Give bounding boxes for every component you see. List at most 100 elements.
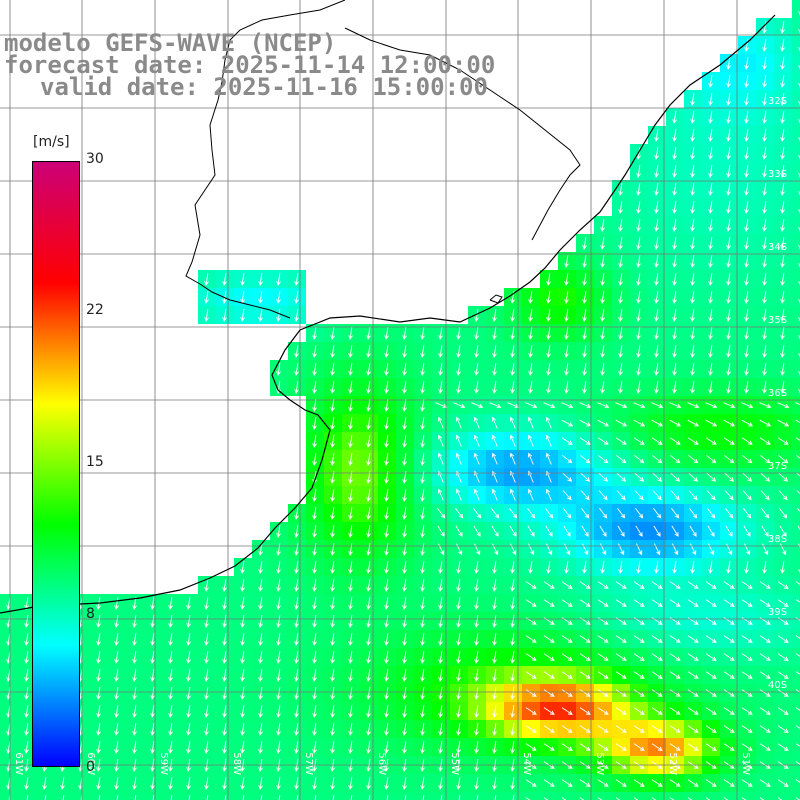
wind-arrow	[132, 741, 137, 754]
wind-arrow	[759, 743, 771, 751]
wind-arrow	[294, 651, 299, 664]
wind-arrow	[636, 165, 641, 178]
wind-arrow	[528, 363, 533, 376]
wind-cell	[306, 792, 324, 800]
wind-cell	[216, 792, 234, 800]
wind-arrow	[96, 741, 101, 754]
wind-arrow	[384, 723, 389, 736]
wind-arrow	[456, 741, 461, 754]
wind-arrow	[294, 561, 299, 574]
wind-arrow	[654, 561, 659, 574]
wind-arrow	[795, 671, 800, 675]
wind-arrow	[525, 581, 537, 589]
wind-arrow	[258, 687, 263, 700]
wind-arrow	[744, 381, 749, 394]
wind-arrow	[260, 795, 263, 800]
wind-arrow	[330, 507, 335, 520]
model-title: modelo GEFS-WAVE (NCEP)	[4, 29, 337, 57]
wind-arrow	[726, 291, 731, 304]
wind-cell	[792, 288, 800, 306]
wind-arrow	[561, 437, 573, 445]
wind-arrow	[726, 111, 731, 124]
wind-arrow	[723, 419, 736, 427]
wind-arrow	[98, 795, 101, 800]
wind-arrow	[600, 363, 605, 376]
wind-arrow	[330, 669, 335, 682]
wind-cell	[792, 540, 800, 558]
wind-arrow	[633, 743, 645, 751]
wind-arrow	[420, 633, 425, 646]
wind-arrow	[726, 165, 731, 178]
wind-arrow	[510, 741, 515, 754]
wind-arrow	[258, 291, 263, 304]
wind-arrow	[564, 345, 569, 358]
wind-cell	[792, 468, 800, 486]
wind-cell	[792, 162, 800, 180]
wind-arrow	[527, 507, 536, 519]
wind-cell	[792, 414, 800, 432]
latitude-label: 33S	[768, 169, 787, 180]
wind-arrow	[564, 255, 569, 268]
wind-arrow	[579, 581, 591, 589]
wind-arrow	[510, 687, 515, 700]
wind-arrow	[687, 707, 699, 715]
wind-arrow	[188, 795, 191, 800]
wind-arrow	[672, 327, 677, 340]
wind-arrow	[492, 309, 497, 322]
wind-arrow	[672, 255, 677, 268]
wind-arrow	[705, 743, 717, 751]
wind-arrow	[455, 434, 462, 447]
wind-arrow	[708, 129, 713, 142]
wind-arrow	[579, 671, 591, 679]
wind-arrow	[455, 416, 462, 429]
wind-arrow	[723, 635, 735, 643]
wind-arrow	[618, 255, 623, 268]
wind-arrow	[726, 129, 731, 142]
wind-arrow	[510, 345, 515, 358]
wind-arrow	[798, 209, 800, 214]
wind-arrow	[258, 741, 263, 754]
wind-arrow	[562, 472, 573, 482]
wind-arrow	[651, 581, 663, 589]
wind-arrow	[562, 490, 572, 501]
wind-arrow	[420, 489, 425, 502]
wind-arrow	[744, 75, 749, 88]
wind-arrow	[759, 419, 772, 427]
wind-arrow	[744, 219, 749, 232]
wind-arrow	[759, 599, 771, 607]
wind-arrow	[312, 327, 317, 340]
wind-arrow	[636, 273, 641, 286]
wind-arrow	[744, 309, 749, 322]
wind-arrow	[690, 291, 695, 304]
wind-arrow	[653, 543, 661, 556]
wind-arrow	[708, 237, 713, 250]
wind-arrow	[726, 273, 731, 286]
wind-arrow	[777, 779, 789, 787]
wind-cell	[792, 216, 800, 234]
wind-arrow	[240, 687, 245, 700]
wind-arrow	[723, 653, 735, 661]
wind-arrow	[384, 417, 389, 430]
wind-cell	[522, 792, 540, 800]
wind-arrow	[708, 93, 713, 106]
wind-arrow	[762, 21, 767, 34]
wind-arrow	[600, 237, 605, 250]
wind-arrow	[384, 525, 389, 538]
colorbar	[32, 161, 80, 767]
wind-arrow	[456, 381, 461, 394]
wind-arrow	[579, 725, 591, 733]
wind-arrow	[455, 452, 462, 465]
wind-arrow	[762, 75, 767, 88]
wind-arrow	[615, 743, 627, 751]
wind-arrow	[690, 201, 695, 214]
wind-arrow	[474, 579, 479, 592]
wind-arrow	[687, 437, 699, 445]
wind-arrow	[726, 381, 731, 394]
wind-arrow	[24, 669, 29, 682]
wind-arrow	[471, 402, 484, 409]
wind-arrow	[563, 507, 572, 519]
wind-arrow	[492, 597, 497, 610]
wind-arrow	[546, 363, 551, 376]
wind-arrow	[312, 507, 317, 520]
wind-arrow	[168, 651, 173, 664]
